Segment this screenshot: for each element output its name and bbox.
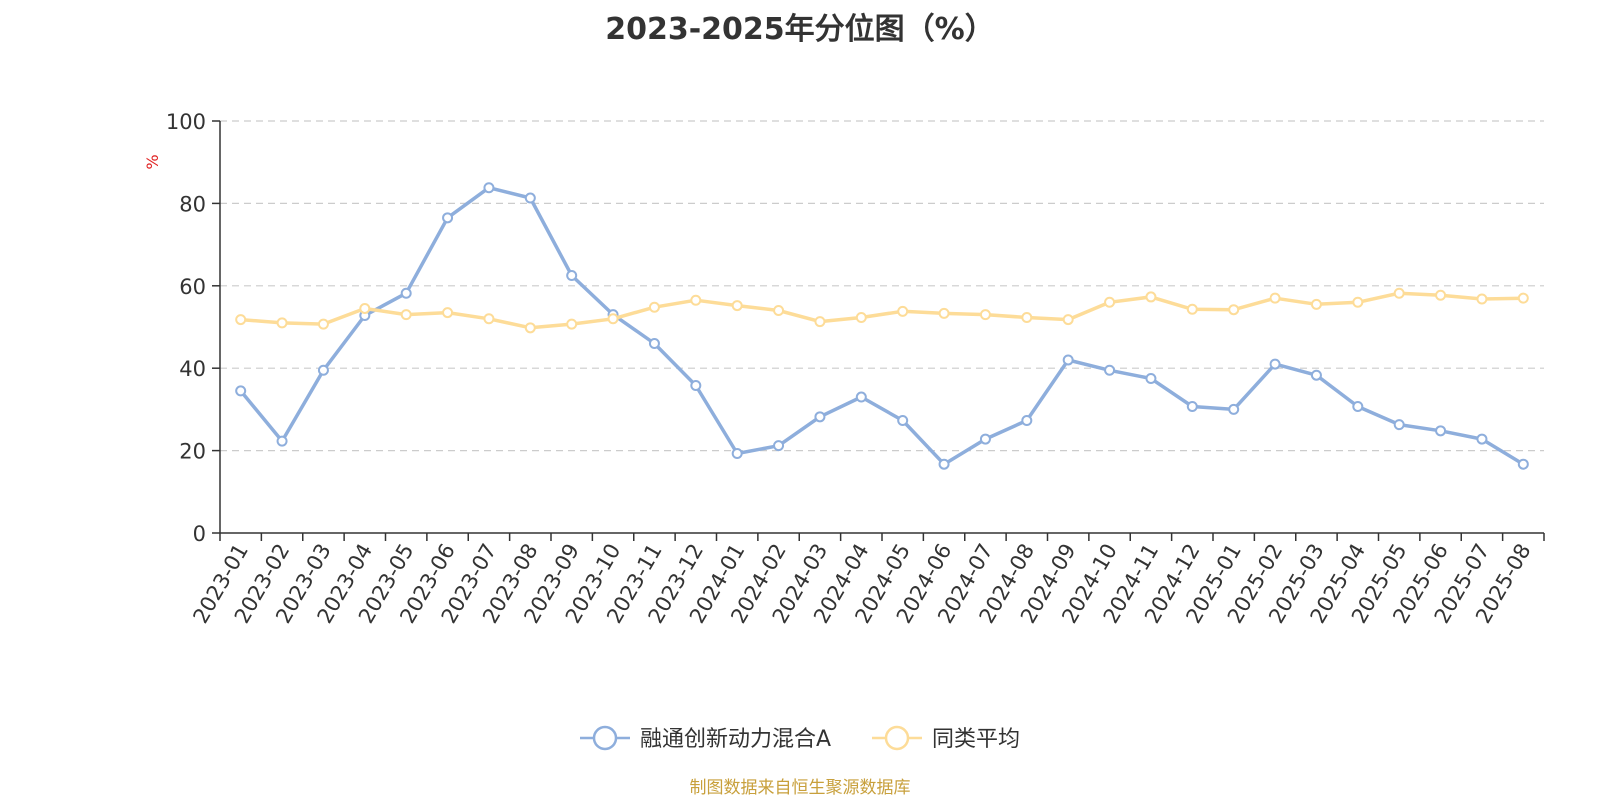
data-source-footer: 制图数据来自恒生聚源数据库 [689,778,911,798]
data-point[interactable] [731,300,743,312]
data-point[interactable] [1228,304,1240,316]
data-point[interactable] [400,287,412,299]
data-point[interactable] [1062,354,1074,366]
y-tick-label: 100 [166,110,206,134]
data-point[interactable] [1517,458,1529,470]
data-point[interactable] [979,309,991,321]
data-point[interactable] [690,294,702,306]
legend[interactable]: 融通创新动力混合A 同类平均 [580,725,1020,752]
data-point[interactable] [1145,291,1157,303]
legend-item-1[interactable]: 融通创新动力混合A [580,725,831,752]
data-point[interactable] [1476,293,1488,305]
data-point[interactable] [773,305,785,317]
data-point[interactable] [855,312,867,324]
data-point[interactable] [1228,403,1240,415]
data-point[interactable] [897,305,909,317]
data-point[interactable] [1021,312,1033,324]
data-point[interactable] [483,182,495,194]
data-point[interactable] [1352,401,1364,413]
data-point[interactable] [276,435,288,447]
data-point[interactable] [1145,373,1157,384]
data-point[interactable] [1186,401,1198,413]
data-point[interactable] [773,440,785,452]
series-1 [235,182,1529,470]
data-point[interactable] [1393,419,1405,431]
data-point[interactable] [1269,358,1281,370]
data-point[interactable] [690,380,702,392]
data-point[interactable] [855,391,867,403]
data-point[interactable] [814,411,826,423]
data-point[interactable] [442,212,454,224]
data-point[interactable] [938,307,950,319]
legend-swatch-marker [884,725,910,751]
data-point[interactable] [400,309,412,321]
data-point[interactable] [1352,296,1364,308]
legend-label: 融通创新动力混合A [640,727,831,752]
data-point[interactable] [648,337,660,349]
data-point[interactable] [566,318,578,330]
y-axis-label: % [143,154,162,169]
data-point[interactable] [1517,292,1529,304]
data-point[interactable] [814,316,826,328]
data-point[interactable] [524,322,536,334]
grid-lines [220,120,1544,452]
data-point[interactable] [607,313,619,325]
legend-item-2[interactable]: 同类平均 [872,725,1020,752]
y-tick-label: 80 [179,192,206,216]
series-line [240,291,1524,330]
series-layer [235,182,1529,470]
data-point[interactable] [317,318,329,330]
legend-label: 同类平均 [932,727,1020,752]
data-point[interactable] [442,307,454,319]
data-point[interactable] [1435,425,1447,437]
data-point[interactable] [1021,415,1033,427]
data-point[interactable] [1393,287,1405,299]
data-point[interactable] [566,270,578,281]
data-point[interactable] [235,314,247,326]
data-point[interactable] [1310,369,1322,381]
data-point[interactable] [235,385,247,397]
data-point[interactable] [897,415,909,427]
y-tick-label: 20 [179,440,206,464]
data-point[interactable] [1310,298,1322,310]
data-point[interactable] [359,302,371,314]
y-tick-label: 40 [179,357,206,381]
data-point[interactable] [1104,296,1116,308]
data-point[interactable] [1269,292,1281,304]
data-point[interactable] [524,192,536,204]
data-point[interactable] [648,301,660,313]
data-point[interactable] [276,317,288,329]
y-tick-label: 0 [193,522,206,546]
series-2 [235,287,1529,334]
data-point[interactable] [1104,364,1116,376]
data-point[interactable] [1062,314,1074,326]
series-line [239,185,1525,466]
data-point[interactable] [317,364,329,376]
data-point[interactable] [1476,433,1488,445]
legend-swatch-marker [592,725,618,751]
data-point[interactable] [938,458,950,470]
data-point[interactable] [979,433,991,445]
data-point[interactable] [1435,289,1447,301]
y-tick-label: 60 [179,275,206,299]
data-point[interactable] [483,313,495,325]
chart-title: 2023-2025年分位图（%） [605,12,995,47]
data-point[interactable] [1186,303,1198,315]
data-point[interactable] [731,447,743,459]
